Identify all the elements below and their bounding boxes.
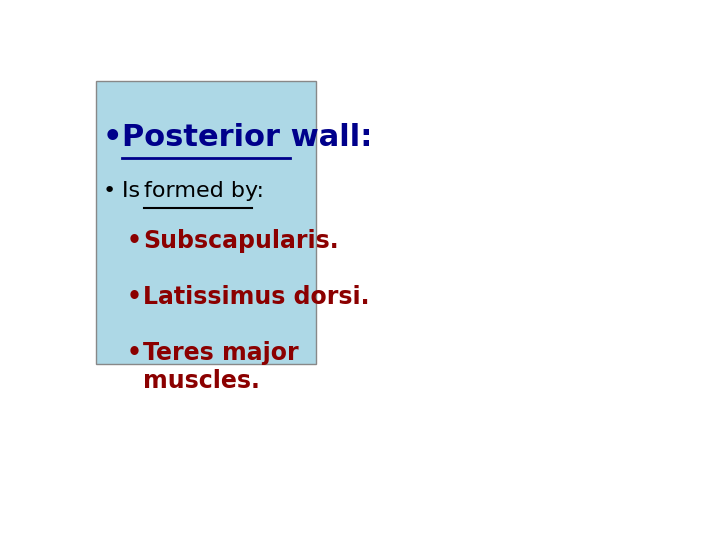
FancyBboxPatch shape — [96, 82, 316, 364]
Text: •: • — [126, 229, 141, 253]
Text: Posterior wall:: Posterior wall: — [122, 123, 373, 152]
Text: Subscapularis.: Subscapularis. — [143, 229, 338, 253]
Text: Teres major
muscles.: Teres major muscles. — [143, 341, 299, 393]
Text: •: • — [102, 123, 122, 152]
Text: •: • — [126, 341, 141, 365]
Text: Is: Is — [122, 181, 148, 201]
Text: formed by:: formed by: — [143, 181, 264, 201]
Text: •: • — [126, 285, 141, 309]
Text: Latissimus dorsi.: Latissimus dorsi. — [143, 285, 369, 309]
Text: •: • — [102, 181, 115, 201]
